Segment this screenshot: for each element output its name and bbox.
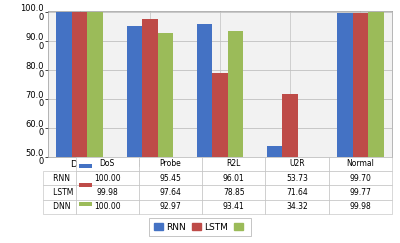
Bar bbox=[337, 13, 353, 243]
Bar bbox=[142, 19, 158, 243]
FancyBboxPatch shape bbox=[79, 165, 92, 168]
Bar bbox=[298, 202, 313, 243]
Bar bbox=[127, 26, 142, 243]
Bar bbox=[368, 12, 384, 243]
Bar bbox=[267, 146, 282, 243]
Bar bbox=[212, 73, 228, 243]
Legend: RNN, LSTM, : RNN, LSTM, bbox=[149, 218, 251, 236]
Bar bbox=[228, 31, 243, 243]
FancyBboxPatch shape bbox=[79, 202, 92, 206]
Bar bbox=[282, 94, 298, 243]
Bar bbox=[72, 12, 87, 243]
Bar bbox=[158, 33, 173, 243]
Bar bbox=[353, 13, 368, 243]
Bar bbox=[87, 12, 103, 243]
Bar bbox=[56, 12, 72, 243]
Bar bbox=[197, 24, 212, 243]
FancyBboxPatch shape bbox=[79, 183, 92, 187]
